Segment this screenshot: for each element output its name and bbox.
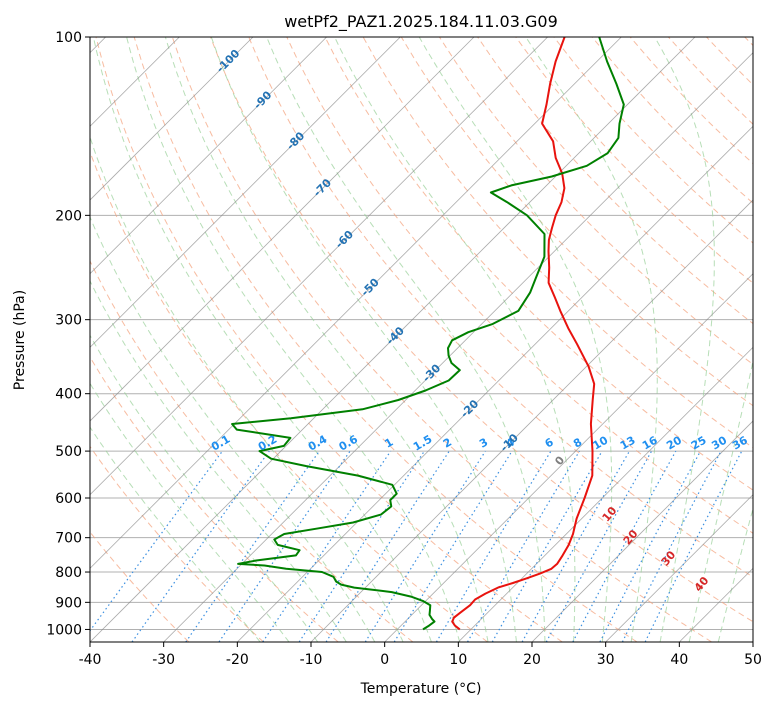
y-tick-label: 900: [55, 595, 82, 611]
moist-adiabat-line: [90, 426, 261, 642]
mixing-ratio-line: [572, 450, 677, 642]
mixing-ratio-line: [599, 450, 702, 642]
dry-adiabat-line: [95, 37, 563, 642]
y-tick-label: 300: [55, 313, 82, 329]
isotherm-line: [237, 125, 753, 642]
dry-adiabat-line: [248, 37, 753, 578]
x-axis-label: Temperature (°C): [360, 681, 482, 697]
y-tick-label: 700: [55, 531, 82, 547]
sounding-profiles: [231, 37, 625, 631]
mixing-ratio-line: [466, 450, 580, 642]
isotherm-line: [163, 52, 753, 642]
isotherm-line: [384, 273, 753, 642]
isotherm-line: [605, 494, 753, 642]
mixing-ratio-line: [393, 450, 513, 642]
dry-adiabat-line: [515, 37, 753, 284]
moist-adiabat-line: [525, 37, 658, 642]
mixing-ratio-line: [218, 450, 351, 642]
x-tick-label: 0: [380, 652, 389, 668]
x-tick-label: -10: [300, 652, 323, 668]
y-tick-label: 1000: [46, 622, 82, 638]
y-tick-label: 100: [55, 30, 82, 46]
x-tick-label: 30: [597, 652, 615, 668]
isotherm-line: [310, 199, 753, 642]
moist-adiabat-line: [210, 37, 517, 642]
mixing-ratio-line: [325, 450, 450, 642]
moist-adiabat-line: [90, 215, 376, 642]
moist-adiabat-line: [90, 382, 290, 642]
axis-ticks: -40 -30 -20 -10 0 10 20 30 40 50 100 200 300 400 500 60…: [46, 30, 762, 668]
skewed-isotherms: [90, 37, 753, 642]
moist-adiabat-line: [90, 334, 319, 642]
moist-adiabat-line: [126, 37, 461, 642]
mixing-ratio-line: [435, 450, 552, 642]
moist-adiabat-line: [90, 135, 404, 642]
isotherm-line: [90, 37, 548, 496]
x-tick-label: 40: [670, 652, 688, 668]
moist-adiabat-line: [418, 37, 613, 642]
moist-adiabat-line: [266, 37, 546, 642]
x-tick-label: 50: [744, 652, 762, 668]
moist-adiabat-line: [688, 358, 753, 642]
moist-adiabats: [90, 37, 753, 642]
chart-title: wetPf2_PAZ1.2025.184.11.03.G09: [284, 12, 558, 32]
temperature-profile-line: [451, 37, 596, 631]
y-tick-label: 500: [55, 444, 82, 460]
dry-adiabat-line: [171, 37, 712, 642]
isotherm-line: [458, 346, 753, 642]
dry-adiabat-line: [286, 37, 753, 534]
moist-adiabat-line: [92, 37, 432, 642]
moist-adiabat-line: [654, 37, 715, 642]
dry-adiabat-line: [324, 37, 753, 491]
y-tick-label: 800: [55, 565, 82, 581]
isotherm-line: [90, 37, 327, 275]
pressure-gridlines: [90, 37, 753, 630]
dry-adiabat-line: [210, 37, 753, 623]
y-axis-label: Pressure (hPa): [12, 290, 28, 390]
isotherm-line: [90, 37, 622, 569]
mixing-ratio-line: [262, 450, 392, 642]
moist-adiabat-line: [717, 506, 753, 642]
dewpoint-profile-line: [231, 37, 625, 631]
x-tick-label: 10: [449, 652, 467, 668]
isotherm-line: [90, 37, 475, 422]
x-tick-label: -40: [79, 652, 102, 668]
mixing-ratio-line: [364, 450, 486, 642]
y-tick-label: 400: [55, 387, 82, 403]
isotherm-line: [531, 420, 753, 642]
plot-frame: [89, 36, 754, 643]
x-tick-label: -30: [152, 652, 175, 668]
x-tick-label: 20: [523, 652, 541, 668]
moist-adiabat-line: [164, 37, 489, 642]
y-tick-label: 200: [55, 208, 82, 224]
dry-adiabat-line: [90, 445, 264, 642]
isotherm-line: [90, 37, 401, 348]
x-tick-label: -20: [226, 652, 249, 668]
moist-adiabat-line: [334, 37, 576, 642]
y-tick-label: 600: [55, 491, 82, 507]
isotherm-line: [90, 37, 696, 642]
isotherm-line: [90, 37, 254, 201]
dry-adiabat-line: [90, 259, 414, 642]
